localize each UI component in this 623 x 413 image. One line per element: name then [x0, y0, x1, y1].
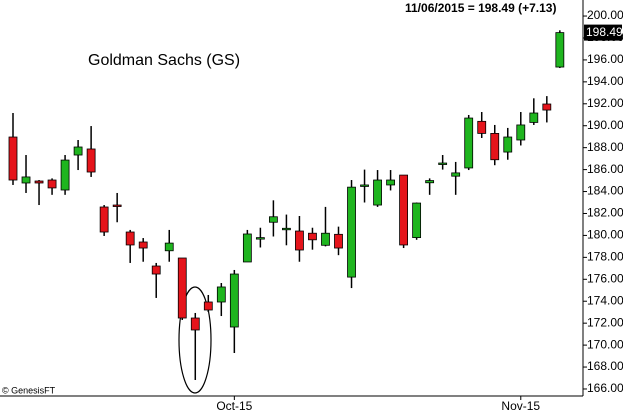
candle-body [399, 174, 409, 246]
header: 11/06/2015 = 198.49 (+7.13) [405, 1, 556, 15]
y-tick-label: 188.00 [587, 140, 623, 154]
y-tick-label: 182.00 [587, 206, 623, 220]
candle-body [542, 103, 552, 111]
candle-body [21, 176, 31, 184]
y-tick-label: 192.00 [587, 96, 623, 110]
highlight-ellipse [178, 286, 212, 394]
chart-title: Goldman Sachs (GS) [88, 52, 240, 69]
candle-body [451, 172, 461, 177]
candle-body [86, 148, 96, 173]
x-tick-label: Nov-15 [501, 399, 540, 413]
y-tick-label: 180.00 [587, 228, 623, 242]
y-tick-label: 166.00 [587, 381, 623, 395]
candle-body [60, 159, 70, 191]
candle-body [242, 233, 252, 263]
y-tick-label: 186.00 [587, 162, 623, 176]
candle-body [529, 112, 539, 123]
candle-body [203, 301, 213, 311]
candle-body [99, 206, 109, 233]
candle-body [151, 265, 161, 275]
candle-body [34, 180, 44, 184]
candle-body [255, 237, 265, 240]
candle-body [125, 231, 135, 246]
candle-body [229, 273, 239, 328]
candle-body [177, 257, 187, 319]
y-tick-label: 200.00 [587, 8, 623, 22]
candle-body [490, 133, 500, 161]
candle-body [73, 146, 83, 156]
y-tick-label: 170.00 [587, 337, 623, 351]
candle-body [412, 202, 422, 239]
candle-body [47, 179, 57, 189]
candle-body [555, 32, 565, 68]
candle-body [477, 120, 487, 134]
candle-body [321, 232, 330, 246]
price-label: 198.49 [586, 25, 623, 39]
candle-body [347, 186, 356, 278]
candle-body [373, 179, 382, 206]
candle-body [268, 216, 278, 223]
y-tick-label: 174.00 [587, 293, 623, 307]
candle-body [112, 204, 122, 207]
candle-body [190, 317, 200, 331]
y-tick-label: 172.00 [587, 315, 623, 329]
candle-body [138, 241, 148, 249]
candle-body [516, 124, 526, 141]
y-tick-label: 176.00 [587, 271, 623, 285]
y-tick-label: 168.00 [587, 359, 623, 373]
candle-body [8, 136, 18, 181]
candle-body [360, 184, 369, 187]
y-tick-label: 194.00 [587, 74, 623, 88]
candle-body [216, 286, 226, 303]
candle-body [295, 230, 304, 251]
candle-body [308, 232, 317, 241]
candle-body [282, 227, 291, 231]
y-tick-label: 190.00 [587, 118, 623, 132]
y-tick-label: 184.00 [587, 184, 623, 198]
x-tick-label: Oct-15 [216, 399, 252, 413]
candle-body [386, 179, 395, 186]
candle-body [438, 162, 448, 165]
y-tick-label: 178.00 [587, 250, 623, 264]
credit: © GenesisFT [2, 385, 56, 395]
candle-body [503, 136, 513, 153]
y-tick-label: 196.00 [587, 52, 623, 66]
candle-body [464, 117, 474, 169]
price-box [584, 24, 622, 41]
candle-body [425, 180, 435, 184]
candle-body [334, 233, 343, 249]
candle-body [164, 242, 174, 252]
